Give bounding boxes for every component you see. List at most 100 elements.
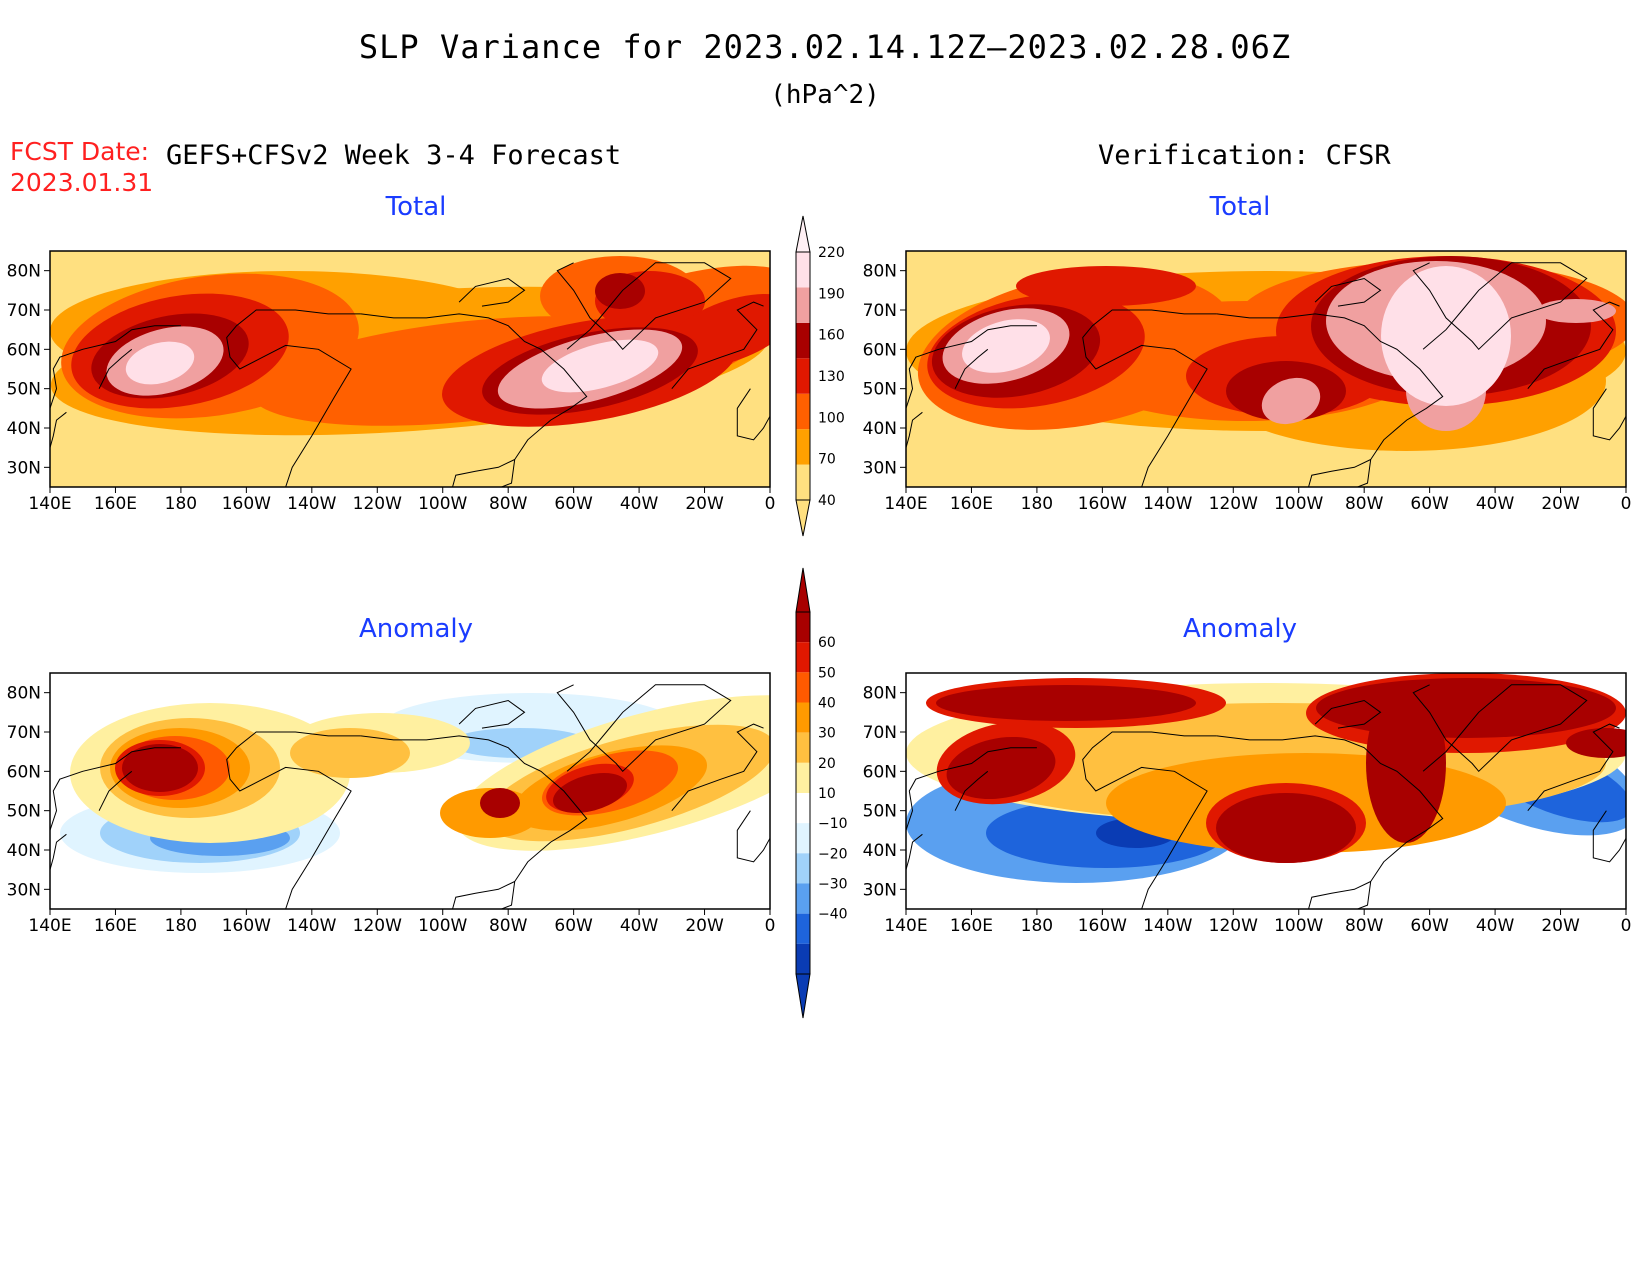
colorbar-label: 70	[818, 452, 836, 468]
lat-tick-label: 30N	[863, 880, 897, 900]
lat-tick-label: 60N	[863, 762, 897, 782]
colorbar-swatch	[796, 732, 810, 763]
lon-tick-label: 20W	[685, 494, 724, 514]
units-label: (hPa^2)	[770, 80, 880, 110]
lat-tick-label: 50N	[7, 380, 41, 400]
forecast-total-title: Total	[385, 192, 447, 222]
contour-region	[1366, 683, 1446, 843]
colorbar-swatch	[796, 464, 810, 500]
contour-region	[480, 788, 520, 818]
contour-region	[541, 339, 659, 393]
lon-tick-label: 120W	[353, 916, 402, 936]
colorbar-label: 220	[818, 245, 845, 261]
contour-region	[290, 728, 410, 778]
contour-region	[553, 773, 627, 813]
lon-tick-label: 20W	[685, 916, 724, 936]
map-frame	[905, 672, 1627, 910]
forecast-heading: GEFS+CFSv2 Week 3-4 Forecast	[166, 140, 622, 171]
lon-tick-label: 40W	[1476, 494, 1515, 514]
map-frame	[49, 250, 771, 488]
verification-heading: Verification: CFSR	[1098, 140, 1391, 171]
lon-tick-label: 40W	[620, 494, 659, 514]
colorbar-label: 130	[818, 369, 845, 385]
lon-tick-label: 100W	[418, 916, 467, 936]
verification-total-title: Total	[1209, 192, 1271, 222]
colorbar-label: 10	[818, 786, 836, 802]
lon-tick-label: 140E	[884, 916, 927, 936]
lon-tick-label: 60W	[554, 916, 593, 936]
lon-tick-label: 0	[1621, 494, 1632, 514]
lat-tick-label: 60N	[7, 340, 41, 360]
lon-tick-label: 180	[165, 916, 197, 936]
coastline	[671, 301, 764, 390]
colorbar-cap-top	[795, 567, 811, 613]
coastline	[50, 747, 181, 831]
coastline	[556, 684, 732, 773]
colorbar-swatch	[796, 393, 810, 430]
lon-tick-label: 160E	[950, 494, 993, 514]
lon-tick-label: 160W	[222, 916, 271, 936]
contour-region	[936, 685, 1196, 721]
colorbar-label: −40	[818, 907, 848, 923]
colorbar-frame	[795, 611, 811, 975]
coastline	[452, 459, 515, 487]
colorbar-swatch	[796, 672, 810, 703]
coastline	[556, 262, 732, 351]
coastline	[1082, 731, 1217, 909]
colorbar-label: 60	[818, 635, 836, 651]
colorbar-label: 40	[818, 493, 836, 509]
coastline	[1527, 723, 1620, 812]
verification-anomaly-map: 140E 160E 180 160W 140W 120W 100W 80W 60W 40W 20W 0…	[863, 672, 1631, 936]
coastline	[1314, 277, 1382, 307]
coastline	[226, 309, 361, 487]
lat-tick-label: 50N	[7, 802, 41, 822]
lon-tick-label: 20W	[1541, 494, 1580, 514]
coastline	[1082, 309, 1217, 487]
lon-tick-label: 20W	[1541, 916, 1580, 936]
colorbar-swatch	[796, 853, 810, 884]
contour-region	[122, 744, 198, 792]
lat-tick-label: 70N	[863, 301, 897, 321]
contour-region	[1316, 678, 1616, 738]
lon-tick-label: 80W	[1345, 494, 1384, 514]
coastline	[906, 411, 923, 448]
colorbar-swatch	[796, 823, 810, 854]
map-frame	[905, 250, 1627, 488]
coastline	[954, 348, 989, 389]
coastline	[50, 833, 67, 870]
colorbar-swatch	[796, 943, 810, 974]
colorbar-swatch	[796, 358, 810, 394]
lon-tick-label: 60W	[554, 494, 593, 514]
verification-anomaly-title: Anomaly	[1182, 614, 1298, 644]
lon-tick-label: 120W	[1209, 916, 1258, 936]
lon-tick-label: 140W	[1143, 494, 1192, 514]
coastline	[226, 731, 361, 909]
coastline	[906, 833, 923, 870]
lon-tick-label: 80W	[1345, 916, 1384, 936]
lat-tick-label: 50N	[863, 802, 897, 822]
lon-tick-label: 120W	[1209, 494, 1258, 514]
lon-tick-label: 60W	[1410, 494, 1449, 514]
lon-tick-label: 180	[1021, 916, 1053, 936]
lon-tick-label: 60W	[1410, 916, 1449, 936]
colorbar-cap-top	[795, 215, 811, 253]
lon-tick-label: 140E	[884, 494, 927, 514]
map-frame	[49, 672, 771, 910]
coastline	[360, 313, 588, 487]
contour-region	[1536, 299, 1616, 323]
colorbar-swatch	[796, 252, 810, 288]
coastline	[1412, 684, 1588, 773]
coastline	[458, 277, 526, 307]
lon-tick-label: 140E	[28, 494, 71, 514]
contour-region	[1216, 793, 1356, 863]
contour-region	[125, 341, 195, 385]
contour-region	[1261, 377, 1321, 425]
coastline	[50, 411, 67, 448]
colorbar-frame	[795, 251, 811, 501]
lat-tick-label: 40N	[7, 841, 41, 861]
lat-tick-label: 70N	[863, 723, 897, 743]
lon-tick-label: 160E	[94, 916, 137, 936]
lat-tick-label: 30N	[7, 880, 41, 900]
lat-tick-label: 30N	[863, 458, 897, 478]
colorbar-label: 40	[818, 696, 836, 712]
